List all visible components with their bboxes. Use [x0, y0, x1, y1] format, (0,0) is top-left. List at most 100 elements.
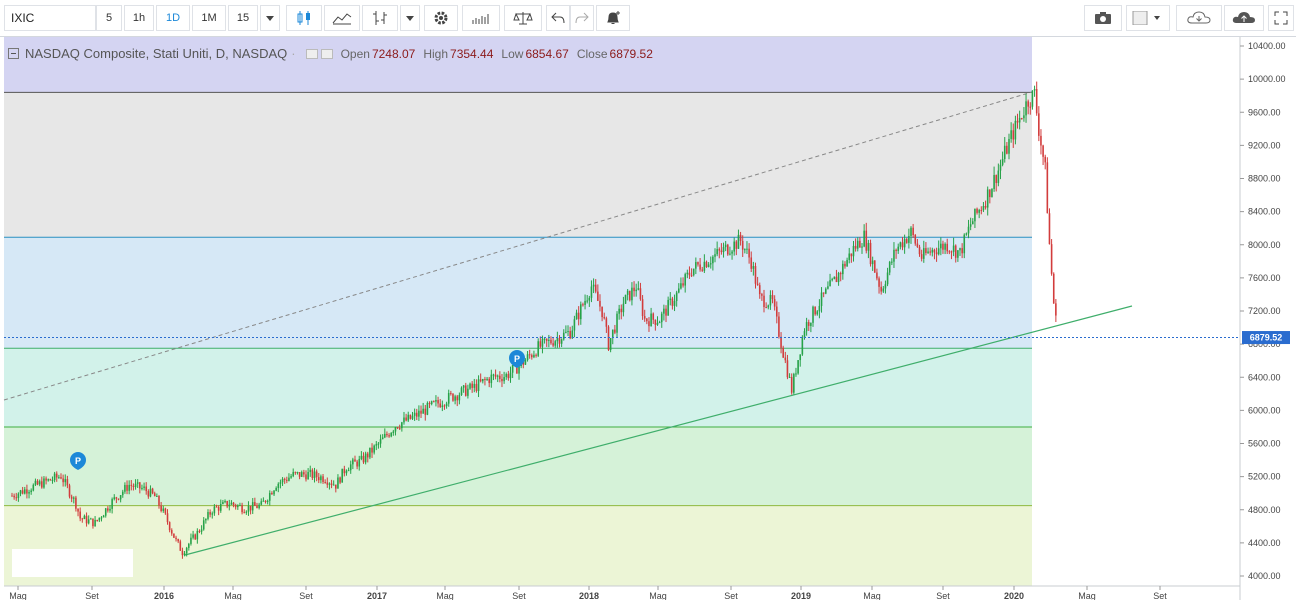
candle-body [490, 374, 493, 384]
candle-body [963, 234, 966, 254]
symbol-search-input[interactable] [4, 5, 96, 31]
candle-body [262, 500, 265, 502]
interval-1h[interactable]: 1h [124, 5, 154, 31]
candle-body [41, 481, 43, 488]
candle-body [258, 504, 260, 509]
candle-body [283, 478, 286, 480]
candle-body [893, 249, 895, 262]
candle-body [995, 175, 998, 184]
candle-body [15, 497, 18, 499]
candle-body [317, 477, 320, 481]
candle-body [812, 306, 814, 323]
event-marker-label: P [514, 354, 520, 364]
candle-body [575, 312, 578, 320]
candle-body [286, 479, 288, 481]
candle-body [720, 250, 723, 253]
candle-body [933, 249, 936, 253]
interval-15[interactable]: 15 [228, 5, 258, 31]
candle-body [281, 478, 284, 483]
candle-body [997, 170, 1000, 184]
candle-body [13, 495, 15, 498]
time-tick-label: Mag [649, 591, 667, 600]
undo-button[interactable] [546, 5, 570, 31]
candle-body [952, 245, 955, 252]
candle-body [646, 318, 648, 322]
alert-button[interactable] [596, 5, 630, 31]
candle-body [264, 500, 267, 502]
candle-body [910, 227, 912, 236]
candle-body [1035, 89, 1038, 114]
dashed-trendline[interactable] [3, 91, 1033, 401]
candle-body [971, 221, 974, 225]
candles-style-button[interactable] [286, 5, 322, 31]
interval-5[interactable]: 5 [96, 5, 122, 31]
eye-icon[interactable] [305, 48, 318, 59]
close-label: Close [576, 46, 608, 61]
color-theme-button[interactable] [1126, 5, 1170, 31]
candle-body [332, 484, 335, 486]
bars-style-button[interactable] [362, 5, 398, 31]
fullscreen-button[interactable] [1268, 5, 1294, 31]
interval-1m[interactable]: 1M [192, 5, 226, 31]
candle-body [989, 189, 991, 198]
support-trendline[interactable] [184, 305, 1133, 556]
candle-body [81, 518, 84, 520]
settings-button[interactable] [424, 5, 458, 31]
candle-body [788, 376, 791, 378]
chart-type-dropdown-button[interactable] [400, 5, 420, 31]
candle-body [865, 230, 868, 251]
candle-body [234, 504, 237, 508]
candle-body [667, 299, 669, 316]
price-chart[interactable]: P P 10400.00 10000.00 9600.00 9200.00 8800.0… [0, 37, 1296, 601]
candle-body [635, 289, 637, 292]
load-layout-button[interactable] [1176, 5, 1222, 31]
candle-body [957, 250, 959, 258]
candle-body [918, 246, 921, 255]
candle-body [92, 518, 94, 527]
price-axis[interactable]: 10400.00 10000.00 9600.00 9200.00 8800.00 840… [1240, 41, 1286, 581]
candle-body [835, 276, 838, 283]
candle-body [594, 284, 597, 292]
line-style-button[interactable] [324, 5, 360, 31]
candle-body [954, 245, 957, 258]
candle-body [100, 517, 103, 519]
snapshot-button[interactable] [1084, 5, 1122, 31]
save-layout-button[interactable] [1224, 5, 1264, 31]
last-price-label: 6879.52 [1242, 331, 1290, 345]
indicators-button[interactable] [462, 5, 500, 31]
area-chart-icon [332, 13, 352, 25]
candle-body [224, 501, 226, 503]
chart-area[interactable]: P P 10400.00 10000.00 9600.00 9200.00 8800.0… [0, 37, 1296, 601]
event-marker[interactable]: P [509, 350, 525, 368]
dot-separator: · [291, 46, 296, 61]
redo-button[interactable] [570, 5, 594, 31]
candle-body [758, 285, 761, 295]
candle-body [83, 515, 86, 520]
collapse-legend-icon[interactable] [8, 48, 19, 59]
candle-body [816, 311, 819, 315]
candle-body [373, 445, 375, 453]
candle-body [565, 331, 567, 333]
candle-body [1006, 145, 1008, 154]
candle-body [290, 476, 292, 478]
candle-body [273, 490, 275, 495]
candle-body [401, 422, 403, 429]
candle-body [268, 492, 271, 501]
candle-body [899, 242, 902, 247]
candle-body [912, 227, 914, 235]
candle-body [560, 339, 563, 344]
more-icon[interactable] [320, 48, 333, 59]
candle-body [239, 505, 241, 507]
candle-body [839, 273, 842, 275]
interval-dropdown-button[interactable] [260, 5, 280, 31]
candle-body [115, 497, 118, 499]
interval-1d[interactable]: 1D [156, 5, 190, 31]
time-axis[interactable]: Mag Set 2016 Mag Set 2017 Mag Set 2018 Mag Set 2019… [9, 586, 1167, 601]
candle-body [207, 512, 209, 519]
candle-body [473, 383, 476, 388]
candle-body [128, 484, 130, 491]
event-marker[interactable]: P [70, 452, 86, 470]
candle-body [878, 278, 880, 287]
compare-button[interactable] [504, 5, 542, 31]
candle-body [311, 469, 314, 478]
